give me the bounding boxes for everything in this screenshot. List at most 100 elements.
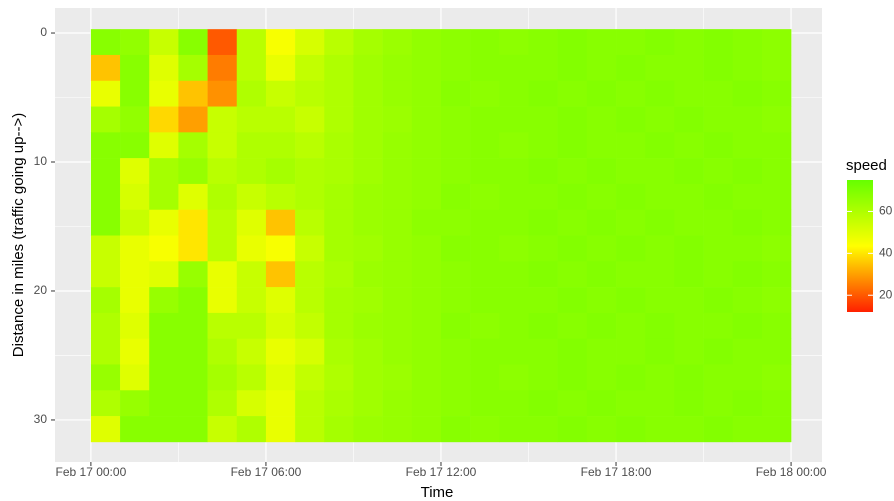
heat-cell (265, 261, 296, 288)
heat-cell (645, 80, 675, 107)
heat-cell (440, 106, 471, 133)
heat-cell (440, 132, 471, 159)
heat-cell (440, 54, 471, 82)
heat-cell (353, 261, 383, 288)
heat-cell (703, 54, 734, 82)
heat-cell (324, 158, 354, 185)
heat-cell (207, 312, 238, 339)
heat-cell (470, 80, 500, 107)
heat-cell (470, 416, 500, 443)
heat-cell (470, 364, 500, 391)
heat-cell (353, 390, 383, 417)
heat-cell (499, 132, 529, 159)
heat-cell (528, 209, 558, 236)
heat-cell (761, 106, 792, 133)
heat-cell (440, 29, 471, 56)
heat-cell (353, 183, 383, 211)
heat-cell (207, 287, 238, 314)
heat-cell (265, 183, 296, 211)
heat-cell (732, 29, 763, 56)
heat-cell (149, 390, 179, 417)
x-tick-label: Feb 17 00:00 (56, 465, 127, 479)
heat-cell (586, 364, 617, 391)
heat-cell (732, 390, 763, 417)
heat-cell (149, 338, 179, 365)
heat-cell (586, 158, 617, 185)
heat-cell (324, 209, 354, 236)
heat-cell (411, 235, 442, 262)
heat-cell (528, 261, 558, 288)
heat-cell (382, 132, 413, 159)
heat-cell (499, 209, 529, 236)
heat-cell (645, 364, 675, 391)
heat-cell (207, 106, 238, 133)
heat-cell (382, 287, 413, 314)
heat-cell (674, 54, 704, 82)
heat-cell (499, 364, 529, 391)
heat-cell (295, 364, 325, 391)
heat-cell (382, 183, 413, 211)
heat-cell (178, 261, 208, 288)
heat-cell (207, 261, 238, 288)
heat-cell (557, 338, 588, 365)
y-tick-label: 10 (34, 154, 48, 168)
heat-cell (703, 209, 734, 236)
heat-cell (236, 416, 267, 443)
heat-cell (674, 312, 704, 339)
heat-cell (499, 80, 529, 107)
x-tick-label: Feb 18 00:00 (756, 465, 827, 479)
heat-cell (90, 261, 121, 288)
colorbar-label: 20 (879, 287, 893, 301)
heat-cell (353, 106, 383, 133)
heat-cell (732, 132, 763, 159)
heat-cell (645, 338, 675, 365)
heat-cell (761, 235, 792, 262)
heat-cell (586, 106, 617, 133)
heat-cell (411, 54, 442, 82)
heat-cell (120, 235, 150, 262)
heat-cell (440, 235, 471, 262)
heat-cell (178, 29, 208, 56)
heat-cell (761, 287, 792, 314)
heat-cell (499, 106, 529, 133)
heat-cell (557, 209, 588, 236)
heat-cell (528, 364, 558, 391)
heat-cell (470, 183, 500, 211)
heat-cell (645, 54, 675, 82)
heat-cell (557, 312, 588, 339)
heat-cell (499, 54, 529, 82)
heat-cell (557, 261, 588, 288)
heat-cell (645, 287, 675, 314)
heat-cell (149, 209, 179, 236)
heat-cell (674, 390, 704, 417)
heat-cell (236, 209, 267, 236)
heat-cell (732, 158, 763, 185)
heat-cell (207, 338, 238, 365)
heat-cell (295, 287, 325, 314)
heat-cell (353, 287, 383, 314)
heat-cell (586, 80, 617, 107)
heat-cell (178, 312, 208, 339)
heat-cell (178, 287, 208, 314)
heat-cell (120, 158, 150, 185)
x-axis-title: Time (421, 484, 454, 501)
heat-cell (353, 54, 383, 82)
heat-cell (353, 29, 383, 56)
heat-cell (120, 132, 150, 159)
heat-cell (236, 338, 267, 365)
heat-cell (761, 80, 792, 107)
heat-cell (528, 183, 558, 211)
heat-cell (207, 235, 238, 262)
heat-cell (149, 364, 179, 391)
x-tick-label: Feb 17 12:00 (406, 465, 477, 479)
heat-cell (324, 416, 354, 443)
heat-cell (382, 106, 413, 133)
heat-cell (382, 54, 413, 82)
heat-cell (149, 54, 179, 82)
heat-cell (324, 106, 354, 133)
heat-cell (207, 416, 238, 443)
heat-cell (411, 416, 442, 443)
heat-cell (645, 312, 675, 339)
heat-cell (674, 235, 704, 262)
heat-cell (440, 80, 471, 107)
